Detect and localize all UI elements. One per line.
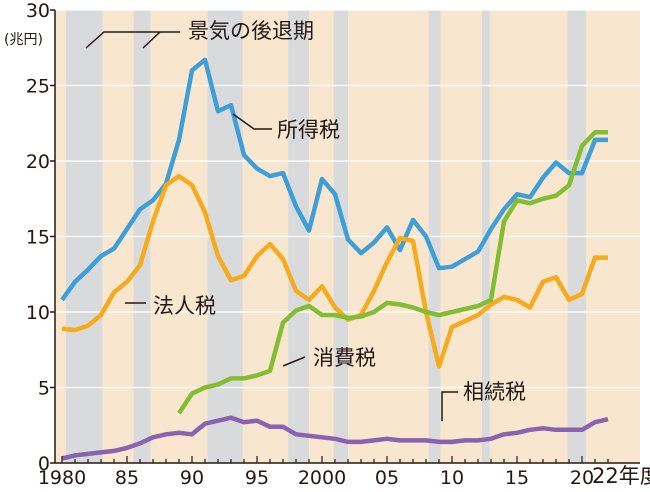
- x-tick-label: 90: [180, 467, 204, 489]
- y-tick-label: 15: [26, 227, 50, 249]
- series-label-相続税: 相続税: [463, 380, 526, 404]
- y-tick-label: 0: [38, 453, 50, 475]
- series-label-所得税: 所得税: [277, 118, 340, 142]
- y-tick-label: 25: [26, 76, 50, 98]
- series-leader-line: [282, 356, 306, 367]
- y-tick-label: 10: [26, 302, 50, 324]
- x-tick-label: 20: [570, 467, 594, 489]
- x-suffix-label: 22年度: [592, 464, 650, 488]
- x-tick-label: 10: [440, 467, 464, 489]
- x-tick-label: 1980: [38, 467, 86, 489]
- x-tick-label: 2000: [298, 467, 346, 489]
- y-tick-label: 30: [26, 0, 50, 22]
- series-line-消費税: [177, 130, 608, 415]
- series-leader-line: [441, 391, 458, 421]
- x-tick-label: 95: [245, 467, 269, 489]
- x-tick-label: 15: [505, 467, 529, 489]
- x-tick-label: 85: [115, 467, 139, 489]
- y-tick-label: 5: [38, 378, 50, 400]
- legend-leader-line: [85, 31, 180, 49]
- series-leader-line: [232, 113, 272, 130]
- series-line-法人税: [61, 173, 608, 369]
- series-line-相続税: [61, 415, 609, 461]
- series-label-消費税: 消費税: [313, 346, 376, 370]
- series-label-法人税: 法人税: [153, 294, 216, 318]
- series-line-所得税: [60, 57, 608, 302]
- y-unit-label: (兆円): [4, 32, 43, 48]
- legend-recession-label: 景気の後退期: [188, 19, 314, 43]
- x-tick-label: 05: [375, 467, 399, 489]
- y-tick-label: 20: [26, 151, 50, 173]
- legend-leader-line: [142, 31, 161, 49]
